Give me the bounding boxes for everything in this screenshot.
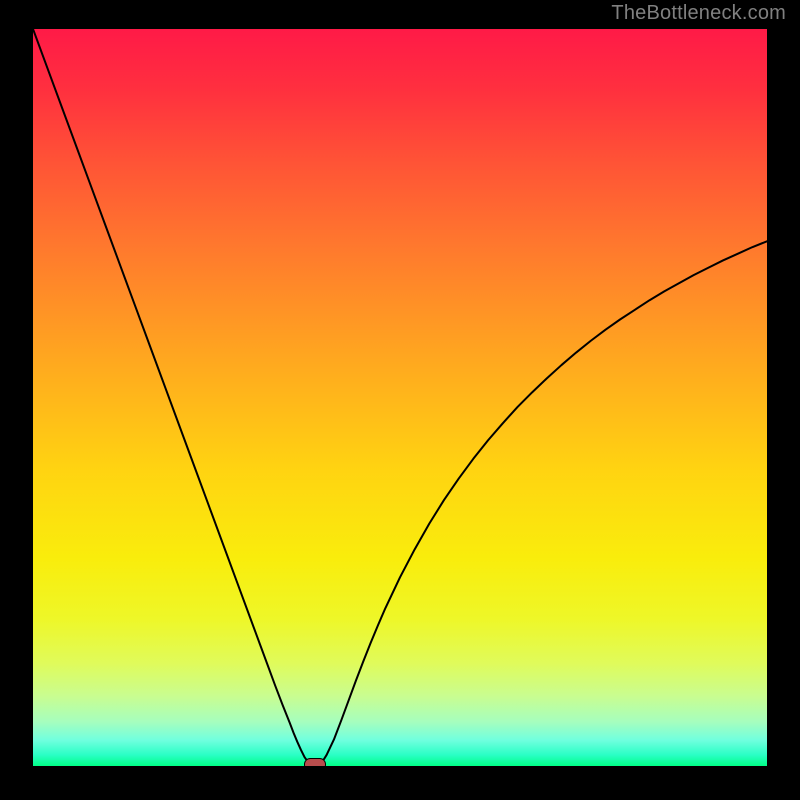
optimum-marker bbox=[304, 758, 326, 766]
chart-plot-area bbox=[33, 29, 767, 766]
watermark-text: TheBottleneck.com bbox=[611, 2, 786, 25]
bottleneck-curve bbox=[33, 29, 767, 766]
